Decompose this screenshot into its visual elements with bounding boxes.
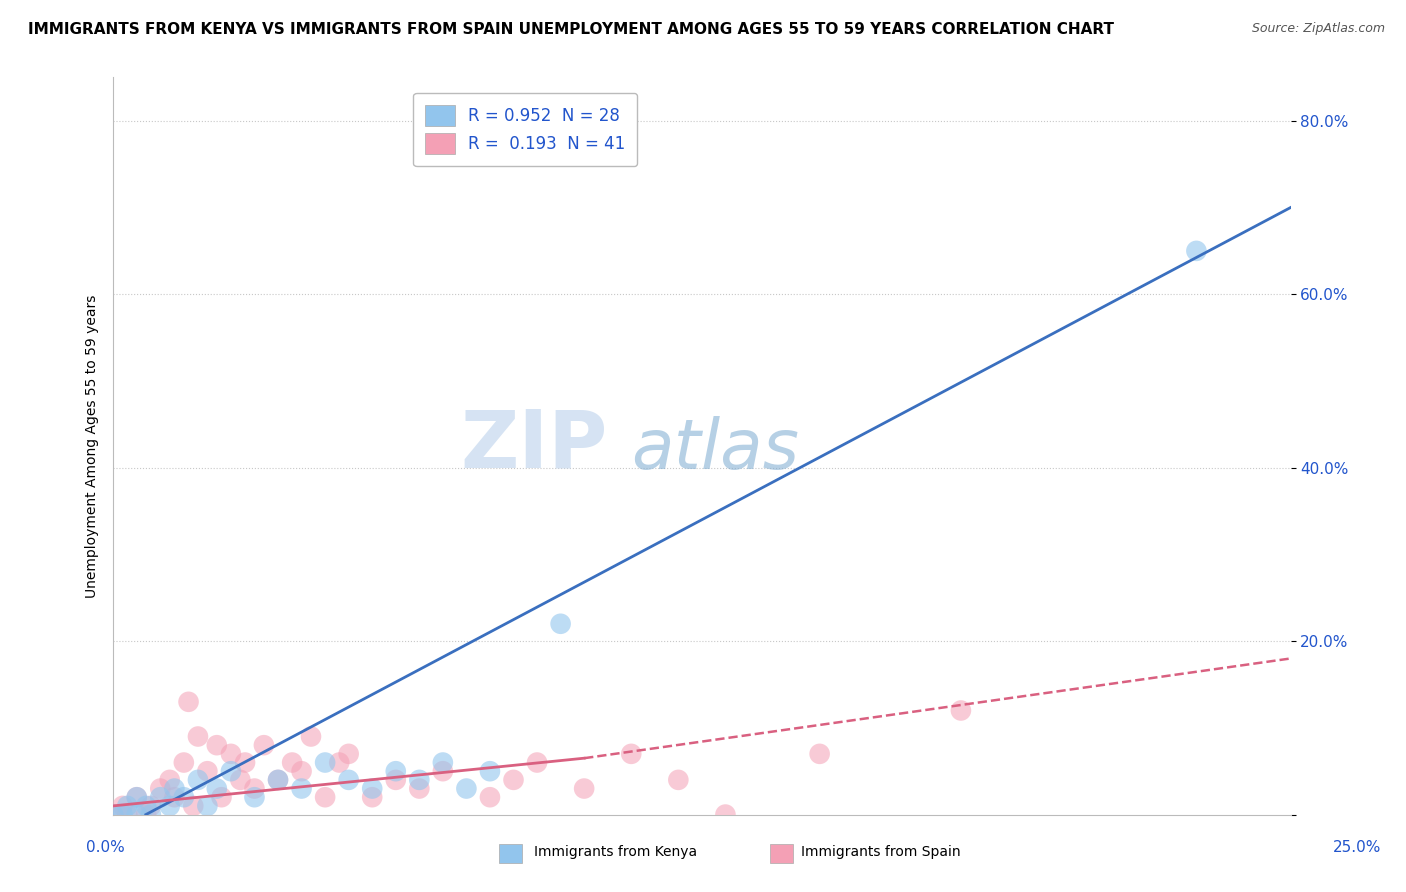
Point <box>117 807 139 822</box>
Point <box>177 695 200 709</box>
Point <box>149 781 172 796</box>
Point <box>281 756 304 770</box>
Point <box>135 807 157 822</box>
Point <box>361 781 384 796</box>
Text: 25.0%: 25.0% <box>1333 840 1381 855</box>
Point <box>139 798 162 813</box>
Point <box>949 704 972 718</box>
Point <box>408 781 430 796</box>
Point <box>103 807 125 822</box>
Text: Source: ZipAtlas.com: Source: ZipAtlas.com <box>1251 22 1385 36</box>
Point <box>337 747 360 761</box>
Point <box>361 790 384 805</box>
Text: atlas: atlas <box>631 417 799 483</box>
Point <box>103 807 125 822</box>
Point <box>714 807 737 822</box>
Point <box>572 781 595 796</box>
Point <box>502 772 524 787</box>
Point <box>620 747 643 761</box>
Point <box>1185 244 1208 258</box>
Point <box>233 756 256 770</box>
Text: IMMIGRANTS FROM KENYA VS IMMIGRANTS FROM SPAIN UNEMPLOYMENT AMONG AGES 55 TO 59 : IMMIGRANTS FROM KENYA VS IMMIGRANTS FROM… <box>28 22 1114 37</box>
Point <box>243 781 266 796</box>
Point <box>432 756 454 770</box>
Point <box>205 781 228 796</box>
Point <box>253 738 276 752</box>
Point <box>139 807 162 822</box>
Point <box>229 772 252 787</box>
Point <box>111 798 134 813</box>
Point <box>337 772 360 787</box>
Point <box>117 798 139 813</box>
Point <box>267 772 290 787</box>
Point <box>478 790 501 805</box>
Point <box>173 756 195 770</box>
Point <box>666 772 689 787</box>
Point <box>125 807 148 822</box>
Point <box>384 772 406 787</box>
Point <box>432 764 454 779</box>
Point <box>808 747 831 761</box>
Point <box>408 772 430 787</box>
Point <box>526 756 548 770</box>
Point <box>149 790 172 805</box>
Point <box>290 764 312 779</box>
Point <box>211 790 233 805</box>
Point <box>243 790 266 805</box>
Point <box>314 756 336 770</box>
Point <box>135 798 157 813</box>
Point <box>205 738 228 752</box>
Point <box>195 798 218 813</box>
Point <box>111 807 134 822</box>
Point <box>187 730 209 744</box>
Text: 0.0%: 0.0% <box>86 840 125 855</box>
Point <box>219 764 242 779</box>
Point <box>125 790 148 805</box>
Point <box>159 798 181 813</box>
Point <box>195 764 218 779</box>
Text: Immigrants from Spain: Immigrants from Spain <box>801 845 962 859</box>
Point <box>384 764 406 779</box>
Text: Immigrants from Kenya: Immigrants from Kenya <box>534 845 697 859</box>
Point <box>159 772 181 787</box>
Point <box>290 781 312 796</box>
Point <box>267 772 290 787</box>
Point <box>299 730 322 744</box>
Point <box>181 798 204 813</box>
Point <box>328 756 350 770</box>
Point <box>163 781 186 796</box>
Y-axis label: Unemployment Among Ages 55 to 59 years: Unemployment Among Ages 55 to 59 years <box>86 294 100 598</box>
Point <box>550 616 572 631</box>
Point <box>163 790 186 805</box>
Point <box>478 764 501 779</box>
Point <box>125 790 148 805</box>
Legend: R = 0.952  N = 28, R =  0.193  N = 41: R = 0.952 N = 28, R = 0.193 N = 41 <box>413 93 637 166</box>
Point <box>314 790 336 805</box>
Point <box>187 772 209 787</box>
Text: ZIP: ZIP <box>460 407 607 485</box>
Point <box>219 747 242 761</box>
Point <box>173 790 195 805</box>
Point <box>456 781 478 796</box>
